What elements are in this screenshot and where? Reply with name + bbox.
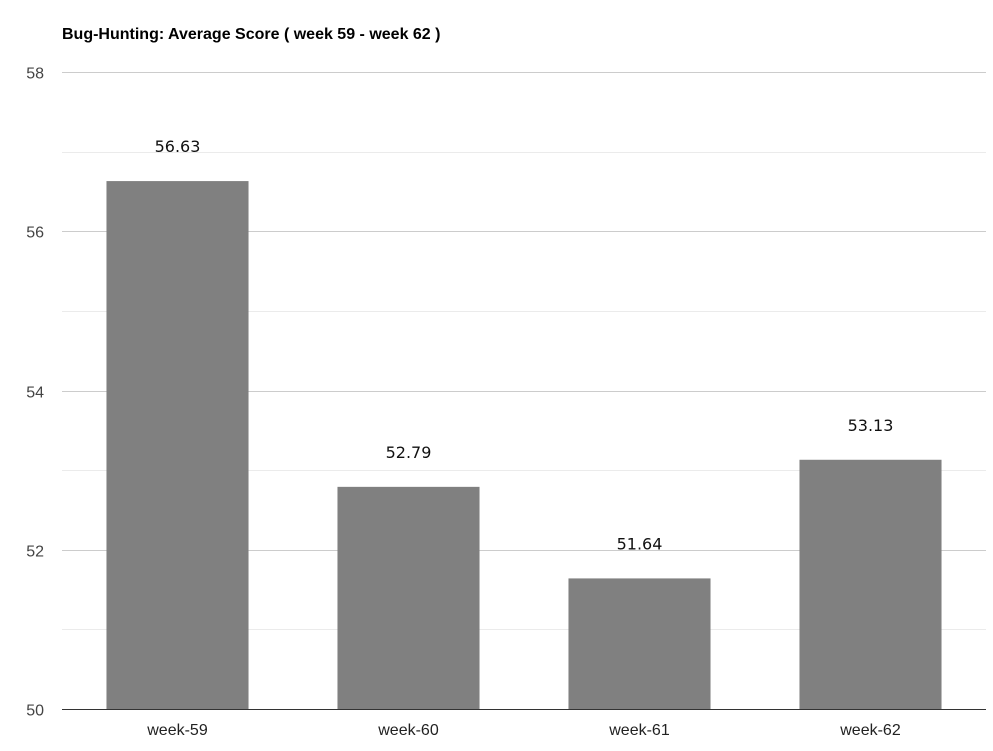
bar-week-59 (106, 181, 249, 709)
bar-week-60 (337, 486, 480, 709)
data-label-week-59: 56.63 (155, 137, 201, 156)
y-tick-label: 56 (26, 225, 44, 242)
data-label-week-60: 52.79 (386, 443, 432, 462)
y-tick-label: 54 (26, 385, 44, 402)
y-tick-label: 58 (26, 66, 44, 83)
bar-series (106, 181, 942, 709)
x-tick-label-week-60: week-60 (377, 722, 439, 739)
y-tick-label: 50 (26, 703, 44, 720)
x-axis-category-labels: week-59 week-60 week-61 week-62 (146, 722, 901, 739)
data-label-week-62: 53.13 (848, 416, 894, 435)
bar-week-62 (799, 459, 942, 709)
bar-week-61 (568, 578, 711, 709)
y-axis-tick-labels: 50 52 54 56 58 (26, 66, 44, 720)
y-tick-label: 52 (26, 544, 44, 561)
data-label-week-61: 51.64 (617, 534, 663, 553)
chart-title: Bug-Hunting: Average Score ( week 59 - w… (62, 26, 441, 43)
x-tick-label-week-61: week-61 (608, 722, 670, 739)
x-tick-label-week-62: week-62 (839, 722, 901, 739)
bar-data-labels: 56.63 52.79 51.64 53.13 (155, 137, 894, 553)
x-tick-label-week-59: week-59 (146, 722, 208, 739)
